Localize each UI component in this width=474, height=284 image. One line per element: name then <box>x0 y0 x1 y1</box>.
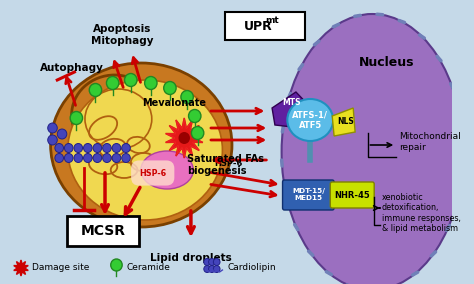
Ellipse shape <box>282 14 463 284</box>
Polygon shape <box>14 260 28 276</box>
Circle shape <box>74 153 82 162</box>
Text: Mevalonate: Mevalonate <box>142 98 206 108</box>
Circle shape <box>55 153 64 162</box>
Text: mt: mt <box>265 16 279 24</box>
Circle shape <box>209 266 215 273</box>
Ellipse shape <box>51 63 232 227</box>
Text: MCSR: MCSR <box>81 224 126 238</box>
Polygon shape <box>272 92 313 128</box>
Circle shape <box>64 153 73 162</box>
Polygon shape <box>165 118 203 158</box>
Circle shape <box>93 153 101 162</box>
Circle shape <box>89 83 101 97</box>
Circle shape <box>64 143 73 153</box>
Circle shape <box>102 143 111 153</box>
Ellipse shape <box>287 99 333 141</box>
Circle shape <box>122 143 130 153</box>
Circle shape <box>122 153 130 162</box>
Text: Ceramide: Ceramide <box>126 264 170 273</box>
Circle shape <box>57 129 67 139</box>
Ellipse shape <box>85 89 152 149</box>
Circle shape <box>93 143 101 153</box>
Circle shape <box>181 91 193 103</box>
Text: Saturated FAs
biogenesis: Saturated FAs biogenesis <box>187 154 264 176</box>
Polygon shape <box>165 118 203 158</box>
Text: HSP-6: HSP-6 <box>214 158 242 168</box>
Circle shape <box>164 82 176 95</box>
Ellipse shape <box>141 151 193 189</box>
Circle shape <box>179 132 190 144</box>
Text: Mitochondrial
repair: Mitochondrial repair <box>399 132 461 152</box>
Circle shape <box>83 143 92 153</box>
Circle shape <box>83 153 92 162</box>
Text: Apoptosis
Mitophagy: Apoptosis Mitophagy <box>91 24 154 46</box>
Text: Autophagy: Autophagy <box>40 63 104 73</box>
Ellipse shape <box>68 80 222 220</box>
Circle shape <box>70 112 82 124</box>
Text: xenobiotic
detoxification,
immune responses,
& lipid metabolism: xenobiotic detoxification, immune respon… <box>382 193 461 233</box>
FancyBboxPatch shape <box>67 216 139 246</box>
Text: MDT-15/
MED15: MDT-15/ MED15 <box>292 189 325 202</box>
Circle shape <box>107 76 119 89</box>
Circle shape <box>213 258 220 266</box>
Text: Damage site: Damage site <box>32 264 90 273</box>
Circle shape <box>189 110 201 122</box>
FancyBboxPatch shape <box>283 180 334 210</box>
Circle shape <box>213 266 220 273</box>
Circle shape <box>112 143 121 153</box>
Circle shape <box>191 126 204 139</box>
Circle shape <box>48 135 57 145</box>
Circle shape <box>204 258 210 266</box>
Circle shape <box>145 76 157 89</box>
Text: ATFS-1/
ATF5: ATFS-1/ ATF5 <box>292 110 328 130</box>
Text: NLS: NLS <box>337 116 354 126</box>
Text: Lipid droplets: Lipid droplets <box>150 253 232 263</box>
Circle shape <box>209 258 215 266</box>
Text: HSP-6: HSP-6 <box>139 168 166 178</box>
FancyBboxPatch shape <box>225 12 305 40</box>
FancyBboxPatch shape <box>330 182 374 208</box>
Circle shape <box>55 143 64 153</box>
Circle shape <box>48 123 57 133</box>
Circle shape <box>74 143 82 153</box>
Polygon shape <box>332 108 355 136</box>
Text: NHR-45: NHR-45 <box>334 191 370 199</box>
Circle shape <box>112 153 121 162</box>
Circle shape <box>204 266 210 273</box>
Ellipse shape <box>72 75 157 155</box>
Text: MTS: MTS <box>282 97 301 106</box>
Text: UPR: UPR <box>245 20 273 32</box>
Circle shape <box>125 74 137 87</box>
Circle shape <box>102 153 111 162</box>
Text: Cardiolipin: Cardiolipin <box>227 264 276 273</box>
Text: Nucleus: Nucleus <box>359 55 414 68</box>
Circle shape <box>111 259 122 271</box>
